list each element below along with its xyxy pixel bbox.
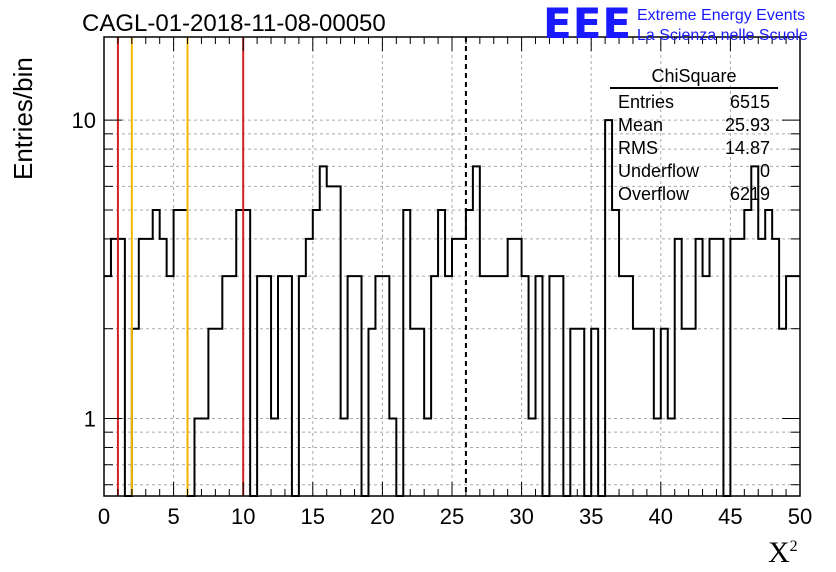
stats-value: 0 — [759, 161, 770, 181]
stats-value: 6515 — [729, 92, 770, 112]
grid-lines — [104, 37, 800, 496]
x-tick-label: 25 — [440, 504, 464, 529]
x-tick-label: 30 — [509, 504, 533, 529]
stats-row-overflow: Overflow 6219 — [610, 183, 778, 206]
x-tick-label: 35 — [579, 504, 603, 529]
x-tick-label: 5 — [167, 504, 179, 529]
stats-row-entries: Entries 6515 — [610, 91, 778, 114]
stats-label: Mean — [618, 115, 664, 135]
stats-title: ChiSquare — [610, 66, 778, 89]
stats-value: 14.87 — [724, 138, 770, 158]
x-tick-label: 10 — [231, 504, 255, 529]
histogram-outline — [104, 119, 800, 497]
x-tick-label: 45 — [718, 504, 742, 529]
x-tick-label: 15 — [301, 504, 325, 529]
x-tick-label: 50 — [788, 504, 812, 529]
stats-row-rms: RMS 14.87 — [610, 137, 778, 160]
x-tick-label: 0 — [98, 504, 110, 529]
eee-logo: EEE — [543, 0, 633, 48]
stats-label: Underflow — [618, 161, 700, 181]
stats-label: Entries — [618, 92, 675, 112]
chart-title: CAGL-01-2018-11-08-00050 — [82, 10, 386, 37]
stats-value: 6219 — [729, 184, 770, 204]
x-axis-label: X2 — [768, 536, 798, 570]
axes: 0 5 10 15 20 25 30 35 40 45 50 1 10 — [72, 36, 812, 529]
x-tick-label: 20 — [370, 504, 394, 529]
x-tick-label: 40 — [649, 504, 673, 529]
y-axis-label: Entries/bin — [8, 57, 38, 180]
stats-row-mean: Mean 25.93 — [610, 114, 778, 137]
stats-label: RMS — [618, 138, 658, 158]
stats-label: Overflow — [618, 184, 690, 204]
marker-lines — [116, 37, 467, 496]
histogram-bars — [104, 119, 800, 497]
x-axis-label-main: X — [768, 536, 790, 569]
stats-value: 25.93 — [724, 115, 770, 135]
stats-box: ChiSquare Entries 6515 Mean 25.93 RMS 14.87… — [610, 66, 778, 206]
logo-line-1: Extreme Energy Events — [637, 7, 806, 24]
y-tick-label: 1 — [84, 407, 96, 432]
stats-row-underflow: Underflow 0 — [610, 160, 778, 183]
x-axis-label-sup: 2 — [789, 538, 798, 555]
y-tick-label: 10 — [72, 108, 96, 133]
logo-caption: Extreme Energy Events La Scienza nelle S… — [637, 6, 808, 46]
logo-line-2: La Scienza nelle Scuole — [637, 27, 808, 44]
